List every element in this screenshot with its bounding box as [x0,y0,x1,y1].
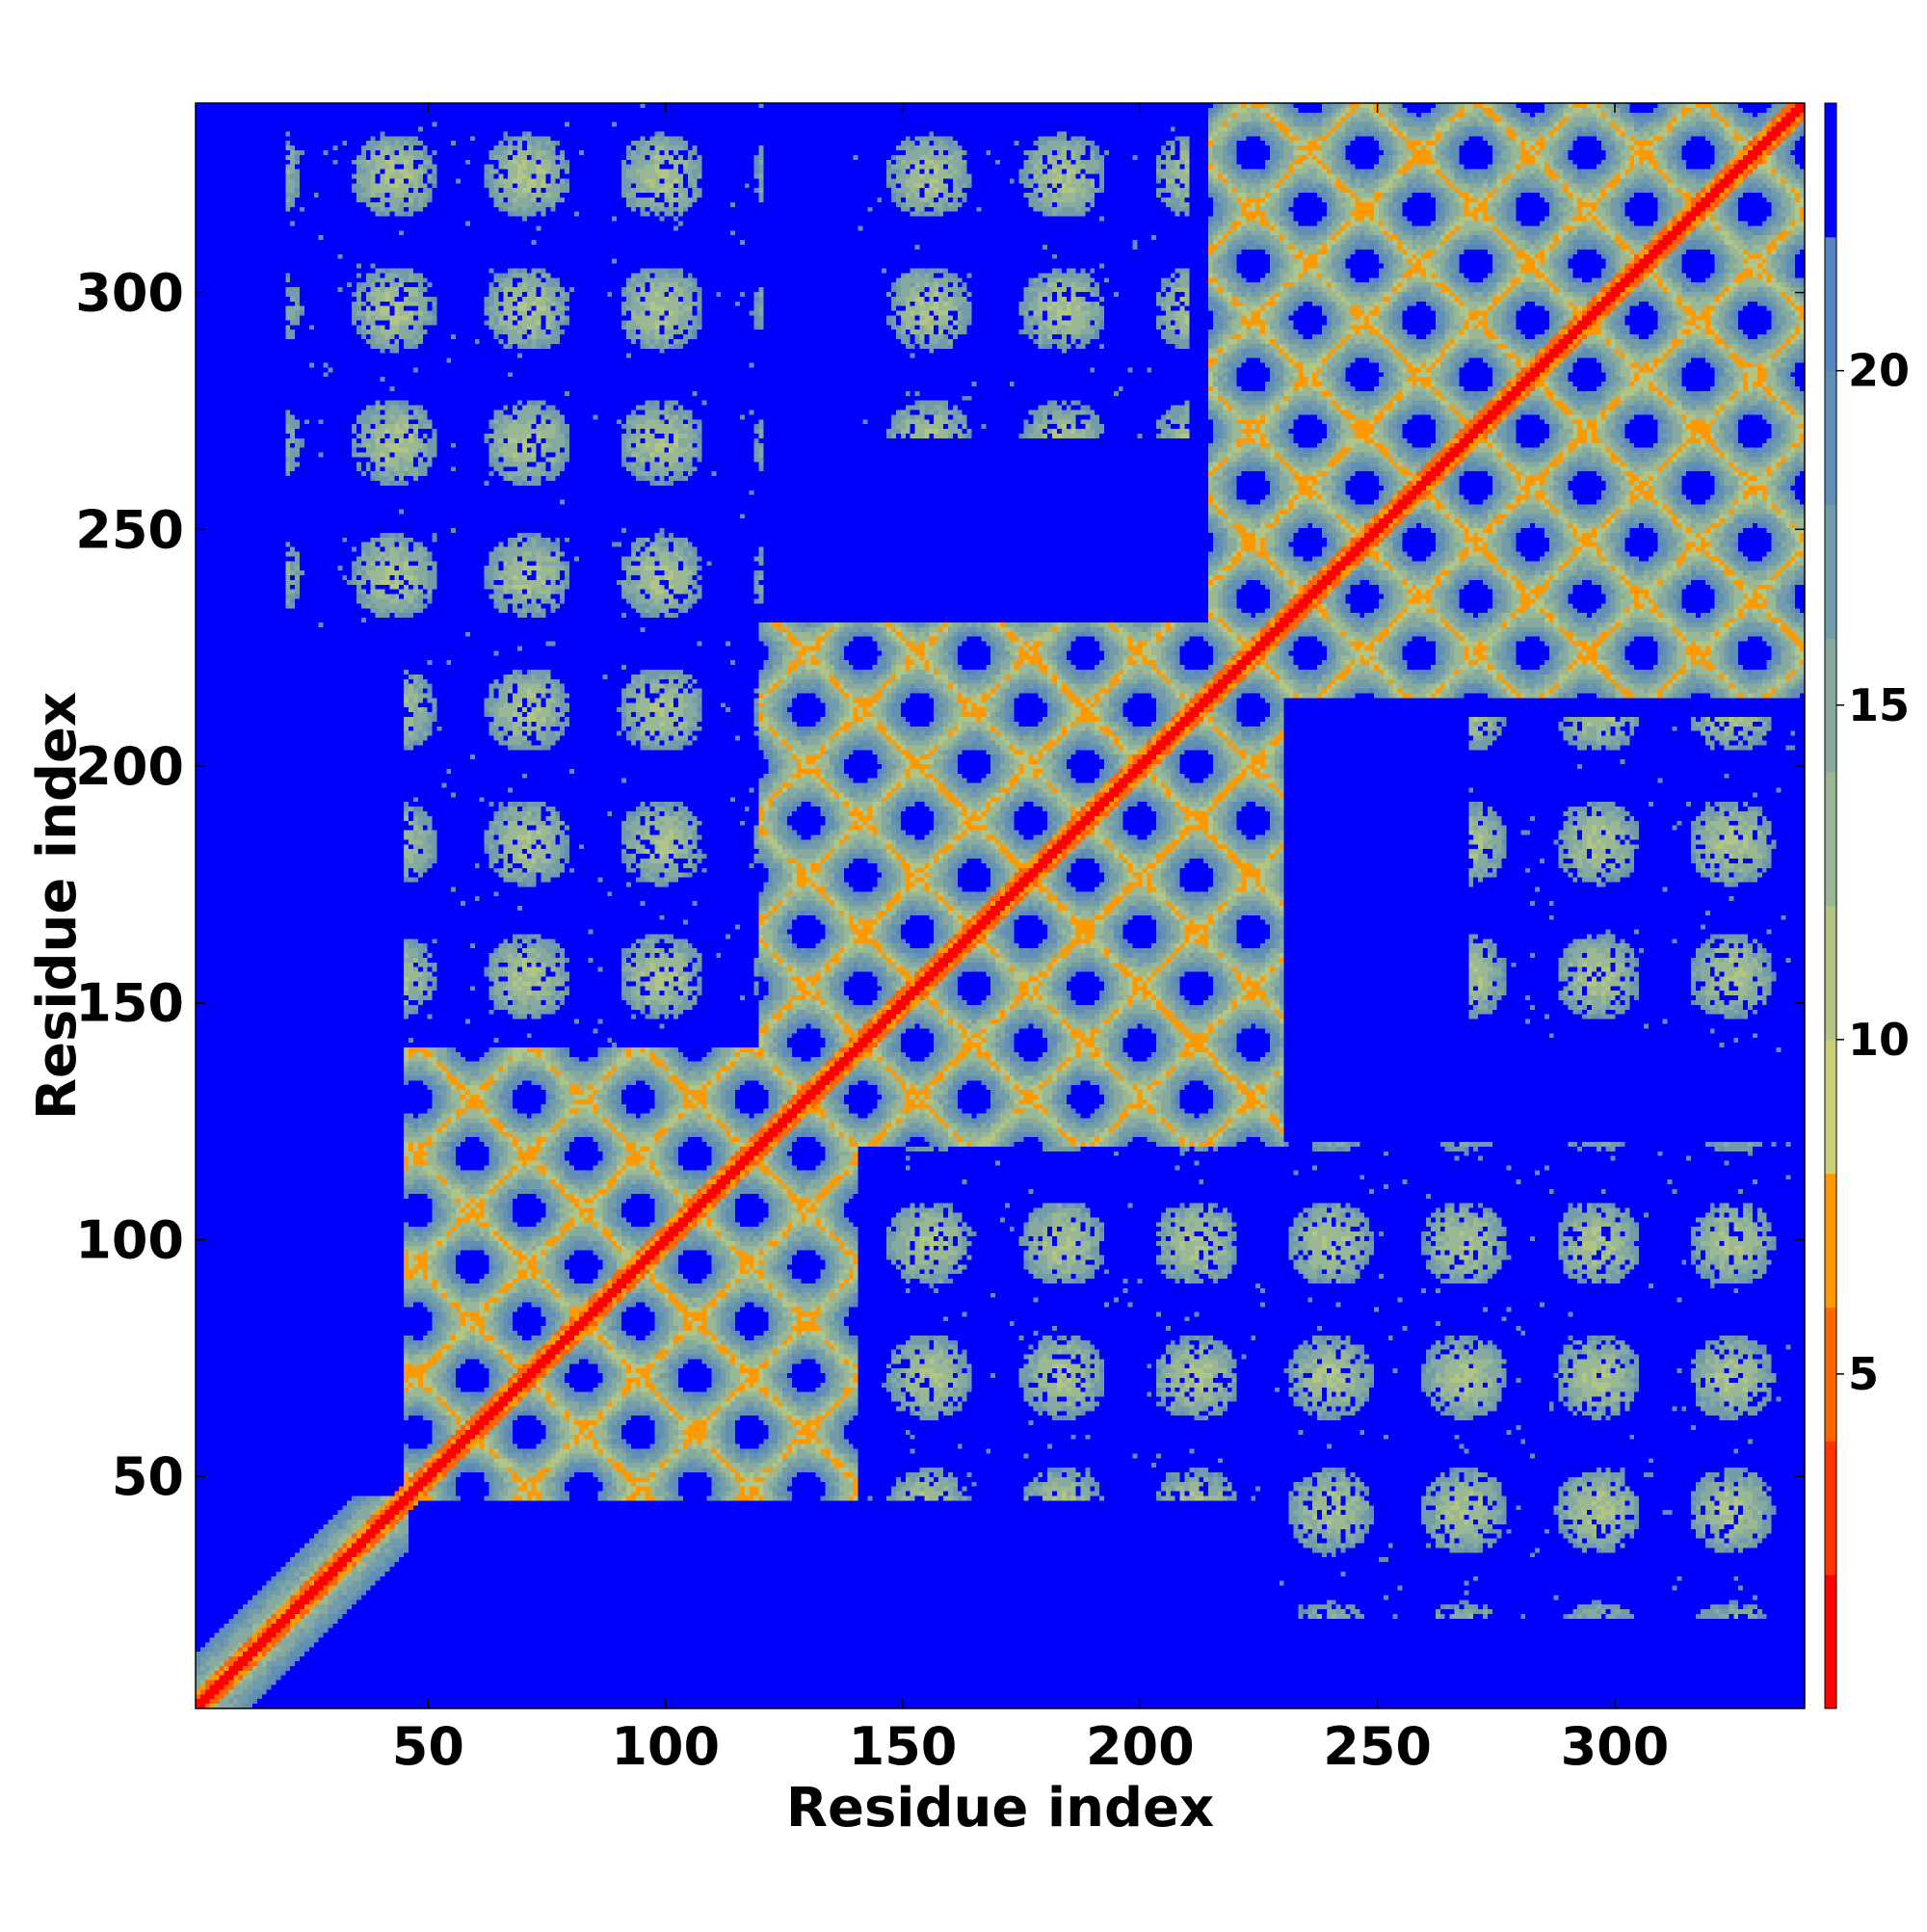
colorbar-segment [1825,1575,1836,1709]
colorbar-frame [1824,102,1837,1709]
colorbar-tick-label: 20 [1848,345,1910,397]
colorbar-segment [1825,772,1836,907]
colorbar-segment [1825,1441,1836,1575]
axes: 50 100 150 200 250 300 50 100 150 200 250 300 [75,102,1806,1777]
x-tick-label: 250 [1323,1716,1432,1777]
y-tick-label: 200 [75,736,184,797]
colorbar-segment [1825,103,1836,238]
colorbar-segment [1825,906,1836,1041]
colorbar-segment [1825,236,1836,372]
x-tick-label: 100 [611,1716,720,1777]
x-axis-label: Residue index [786,1777,1214,1839]
y-tick-label: 50 [112,1446,184,1507]
y-axis-label: Residue index [26,692,89,1120]
colorbar-segment [1825,370,1836,505]
colorbar: 5 10 15 20 [1824,102,1910,1709]
y-tick-label: 300 [75,263,184,324]
x-tick-label: 200 [1086,1716,1195,1777]
colorbar-tick-label: 15 [1848,679,1910,731]
x-tick-label: 300 [1561,1716,1670,1777]
y-tick-label: 250 [75,499,184,560]
colorbar-segment [1825,504,1836,639]
x-tick-label: 150 [849,1716,958,1777]
plot-frame [195,102,1806,1709]
colorbar-segment [1825,1173,1836,1308]
y-tick-label: 150 [75,973,184,1034]
colorbar-segment [1825,638,1836,773]
colorbar-tick-label: 5 [1848,1348,1879,1400]
x-tick-label: 50 [392,1716,464,1777]
heatmap-image [196,103,1805,1708]
colorbar-segment [1825,1307,1836,1442]
colorbar-tick-label: 10 [1848,1014,1910,1066]
plot-area [196,103,1805,1708]
colorbar-segment [1825,1039,1836,1175]
y-tick-label: 100 [75,1209,184,1270]
